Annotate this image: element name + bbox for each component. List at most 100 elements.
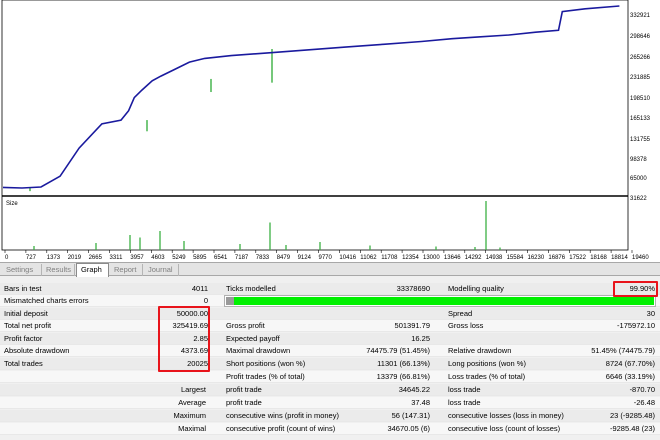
- y-tick-label: 131755: [630, 137, 651, 143]
- modelling-quality-start: [226, 297, 234, 305]
- y-tick-label: 198510: [630, 96, 651, 102]
- mismatched-value: 0: [203, 296, 208, 305]
- average-loss-value: -26.48: [633, 398, 655, 407]
- bars-in-test-label: Bars in test: [4, 284, 42, 293]
- average-label: Average: [178, 398, 206, 407]
- relative-drawdown-value: 51.45% (74475.79): [591, 346, 655, 355]
- x-tick-label: 6541: [214, 255, 228, 261]
- total-trades-value: 20025: [187, 359, 208, 368]
- table-row: Profit trades (% of total) 13379 (66.81%…: [0, 371, 660, 383]
- tab-report[interactable]: Report: [110, 264, 143, 276]
- tab-journal[interactable]: Journal: [144, 264, 179, 276]
- x-tick-label: 18814: [611, 255, 628, 261]
- gross-profit-label: Gross profit: [226, 321, 265, 330]
- gross-loss-label: Gross loss: [448, 321, 484, 330]
- y-tick-label: 65000: [630, 176, 647, 182]
- x-tick-label: 13000: [423, 255, 440, 261]
- largest-loss-label: loss trade: [448, 385, 481, 394]
- max-cons-wins-label: consecutive wins (profit in money): [226, 411, 339, 420]
- mismatched-label: Mismatched charts errors: [4, 296, 89, 305]
- y-tick-label: 231885: [630, 75, 651, 81]
- long-positions-label: Long positions (won %): [448, 359, 526, 368]
- profit-factor-value: 2.85: [193, 334, 208, 343]
- size-bars: [33, 201, 501, 250]
- average-profit-label: profit trade: [226, 398, 262, 407]
- modelling-quality-label: Modelling quality: [448, 284, 504, 293]
- maximal-label: Maximal: [178, 424, 206, 433]
- x-tick-label: 7833: [256, 255, 270, 261]
- absolute-drawdown-value: 4373.69: [180, 346, 208, 355]
- bars-in-test-value: 4011: [191, 284, 208, 293]
- x-tick-label: 5895: [193, 255, 207, 261]
- x-axis: 0 727 1373 2019 2665 3311 3957 4603 5249 5895 6541…: [4, 250, 649, 261]
- x-tick-label: 2019: [68, 255, 82, 261]
- balance-chart: Size 332921 298646 265266 231885 198510 16513…: [1, 0, 651, 261]
- y-tick-label: 298646: [630, 34, 651, 40]
- x-tick-label: 16876: [548, 255, 565, 261]
- y-tick-label: 98378: [630, 157, 647, 163]
- balance-line: [2, 5, 620, 189]
- x-tick-label: 11062: [360, 255, 377, 261]
- relative-drawdown-label: Relative drawdown: [448, 346, 512, 355]
- y-tick-label: 265266: [630, 55, 651, 61]
- x-tick-label: 17522: [569, 255, 586, 261]
- tab-settings[interactable]: Settings: [2, 264, 42, 276]
- absolute-drawdown-label: Absolute drawdown: [4, 346, 70, 355]
- loss-trades-label: Loss trades (% of total): [448, 372, 526, 381]
- size-label: Size: [6, 201, 18, 207]
- total-net-profit-label: Total net profit: [4, 321, 52, 330]
- profit-trades-value: 13379 (66.81%): [376, 372, 430, 381]
- table-row: Maximal consecutive profit (count of win…: [0, 423, 660, 435]
- x-tick-label: 8479: [277, 255, 291, 261]
- x-tick-label: 18168: [590, 255, 607, 261]
- table-row: Total trades 20025 Short positions (won …: [0, 358, 660, 370]
- x-tick-label: 9770: [319, 255, 333, 261]
- equity-spikes: [29, 49, 273, 192]
- profit-trades-label: Profit trades (% of total): [226, 372, 305, 381]
- short-positions-value: 11301 (66.13%): [377, 359, 430, 368]
- y-tick-label: 332921: [630, 13, 651, 19]
- modelling-quality-fill: [226, 297, 654, 305]
- table-row: Maximum consecutive wins (profit in mone…: [0, 410, 660, 422]
- gross-loss-value: -175972.10: [617, 321, 655, 330]
- highlight-box-results: [158, 306, 210, 372]
- table-row: Bars in test 4011 Ticks modelled 3337869…: [0, 283, 660, 295]
- largest-profit-label: profit trade: [226, 385, 262, 394]
- x-tick-label: 12354: [402, 255, 419, 261]
- long-positions-value: 8724 (67.70%): [605, 359, 655, 368]
- balance-line-group: [2, 5, 620, 189]
- modelling-quality-bar: [224, 295, 656, 307]
- table-row: Average profit trade 37.48 loss trade -2…: [0, 397, 660, 409]
- table-row: Total net profit 325419.69 Gross profit …: [0, 320, 660, 332]
- ticks-modelled-value: 33378690: [396, 284, 430, 293]
- total-trades-label: Total trades: [4, 359, 43, 368]
- table-row: Profit factor 2.85 Expected payoff 16.25: [0, 333, 660, 345]
- max-cons-losses-value: 23 (-9285.48): [609, 411, 655, 420]
- maximal-cons-loss-value: -9285.48 (23): [609, 424, 655, 433]
- average-loss-label: loss trade: [448, 398, 481, 407]
- gross-profit-value: 501391.79: [394, 321, 430, 330]
- tab-results[interactable]: Results: [42, 264, 75, 276]
- x-tick-label: 0: [5, 255, 9, 261]
- tester-tabs: Settings Results Graph Report Journal: [0, 262, 660, 277]
- average-profit-value: 37.48: [411, 398, 430, 407]
- highlight-box-quality: [613, 281, 658, 297]
- y-axis: 332921 298646 265266 231885 198510 165133 1317…: [630, 13, 651, 202]
- x-tick-label: 2665: [89, 255, 103, 261]
- modelling-quality-value: 99.90%: [629, 284, 655, 293]
- expected-payoff-label: Expected payoff: [226, 334, 280, 343]
- spread-label: Spread: [448, 309, 473, 318]
- y-tick-label: 31622: [630, 196, 647, 202]
- maximum-label: Maximum: [173, 411, 206, 420]
- maximal-cons-profit-label: consecutive profit (count of wins): [226, 424, 336, 433]
- tab-graph[interactable]: Graph: [76, 263, 109, 277]
- x-tick-label: 5249: [172, 255, 186, 261]
- x-tick-label: 15584: [507, 255, 524, 261]
- maximal-cons-profit-value: 34670.05 (6): [387, 424, 430, 433]
- max-cons-losses-label: consecutive losses (loss in money): [448, 411, 564, 420]
- x-tick-label: 9124: [298, 255, 312, 261]
- largest-loss-value: -870.70: [629, 385, 655, 394]
- expected-payoff-value: 16.25: [411, 334, 430, 343]
- x-tick-label: 727: [26, 255, 37, 261]
- table-row: Largest profit trade 34645.22 loss trade…: [0, 384, 660, 396]
